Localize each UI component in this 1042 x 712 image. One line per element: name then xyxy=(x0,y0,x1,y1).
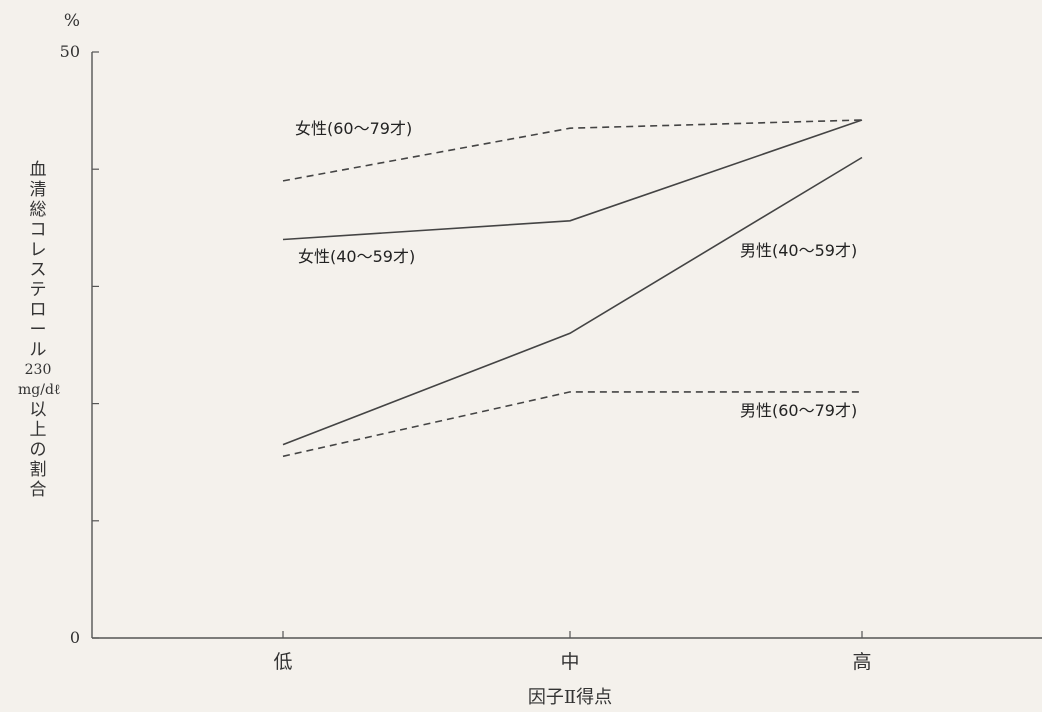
y-axis-label-char: テ xyxy=(29,280,47,300)
x-tick-label: 低 xyxy=(273,651,292,673)
y-axis-label-char: の xyxy=(29,440,47,460)
x-tick-label: 高 xyxy=(852,651,871,673)
series-label-0: 女性(60〜79才) xyxy=(295,119,412,138)
series-line-2 xyxy=(282,156,863,446)
y-unit-label: % xyxy=(64,11,80,31)
y-axis-label-char: 総 xyxy=(29,200,47,220)
series-line-1 xyxy=(282,119,863,241)
series-label-3: 男性(60〜79才) xyxy=(740,401,857,420)
y-axis-label-char: 上 xyxy=(29,420,47,440)
y-axis-label-char: 230 xyxy=(24,362,52,378)
y-axis-label-char: ー xyxy=(29,320,47,340)
y-axis-label-char: 以 xyxy=(29,400,47,420)
y-axis-label-char: mg/dℓ xyxy=(18,382,61,398)
y-axis-label-char: 割 xyxy=(29,460,47,480)
y-tick-label: 50 xyxy=(60,42,80,61)
series-lines xyxy=(282,119,863,458)
y-axis-label: 血清総コレステロール 230 mg/dℓ 以上の割合 xyxy=(18,160,61,500)
y-axis-label-char: レ xyxy=(29,240,47,260)
series-line-3 xyxy=(282,391,862,458)
y-tick-label: 0 xyxy=(70,628,80,647)
series-label-1: 女性(40〜59才) xyxy=(298,247,415,266)
series-line-0 xyxy=(282,119,863,182)
x-axis-title: 因子Ⅱ得点 xyxy=(528,687,612,708)
y-axis-label-char: 合 xyxy=(29,480,47,500)
y-axis-label-char: ロ xyxy=(29,300,47,320)
y-axis-label-char: 血 xyxy=(29,160,47,180)
x-tick-label: 中 xyxy=(560,651,579,673)
series-labels: 女性(60〜79才) 女性(40〜59才) 男性(40〜59才) 男性(60〜79才) xyxy=(295,119,857,420)
series-label-2: 男性(40〜59才) xyxy=(740,241,857,260)
y-axis-label-char: 清 xyxy=(29,180,47,200)
y-axis-label-char: ル xyxy=(29,340,47,360)
y-axis-label-char: ス xyxy=(29,260,47,280)
y-axis-label-char: コ xyxy=(29,220,47,240)
